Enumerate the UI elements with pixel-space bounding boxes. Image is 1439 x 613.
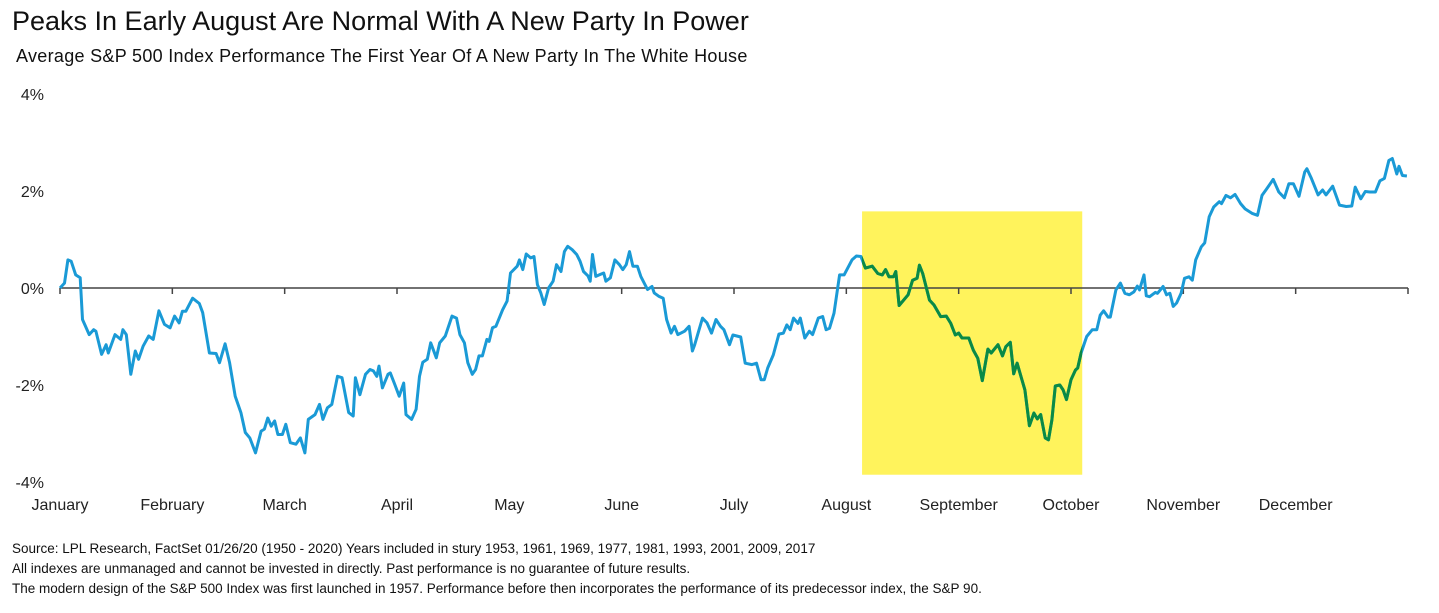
- footer-note: The modern design of the S&P 500 Index w…: [12, 581, 982, 596]
- x-tick-label: August: [821, 497, 871, 514]
- series-line-highlighted: [862, 255, 1083, 442]
- y-axis: 4% 2% 0% -2% -4%: [16, 87, 44, 492]
- x-tick-label: November: [1146, 497, 1220, 514]
- y-tick-label: 0%: [21, 281, 44, 298]
- y-tick-label: -4%: [16, 475, 44, 492]
- y-tick-label: -2%: [16, 378, 44, 395]
- y-tick-label: 2%: [21, 184, 44, 201]
- x-tick-label: May: [494, 497, 524, 514]
- footer-disclaimer: All indexes are unmanaged and cannot be …: [12, 561, 691, 576]
- chart-title: Peaks In Early August Are Normal With A …: [12, 6, 749, 36]
- chart-subtitle: Average S&P 500 Index Performance The Fi…: [16, 46, 748, 66]
- x-tick-label: January: [32, 497, 89, 514]
- x-tick-label: February: [140, 497, 204, 514]
- x-tick-label: March: [262, 497, 306, 514]
- x-axis: January February March April May June July Augu…: [32, 288, 1409, 514]
- x-tick-label: December: [1259, 497, 1333, 514]
- y-tick-label: 4%: [21, 87, 44, 104]
- x-tick-label: July: [720, 497, 748, 514]
- series-line: [58, 157, 1408, 455]
- x-tick-label: October: [1043, 497, 1101, 514]
- footer-source: Source: LPL Research, FactSet 01/26/20 (…: [12, 541, 816, 556]
- x-tick-label: April: [381, 497, 413, 514]
- x-tick-label: June: [604, 497, 639, 514]
- x-tick-label: September: [920, 497, 999, 514]
